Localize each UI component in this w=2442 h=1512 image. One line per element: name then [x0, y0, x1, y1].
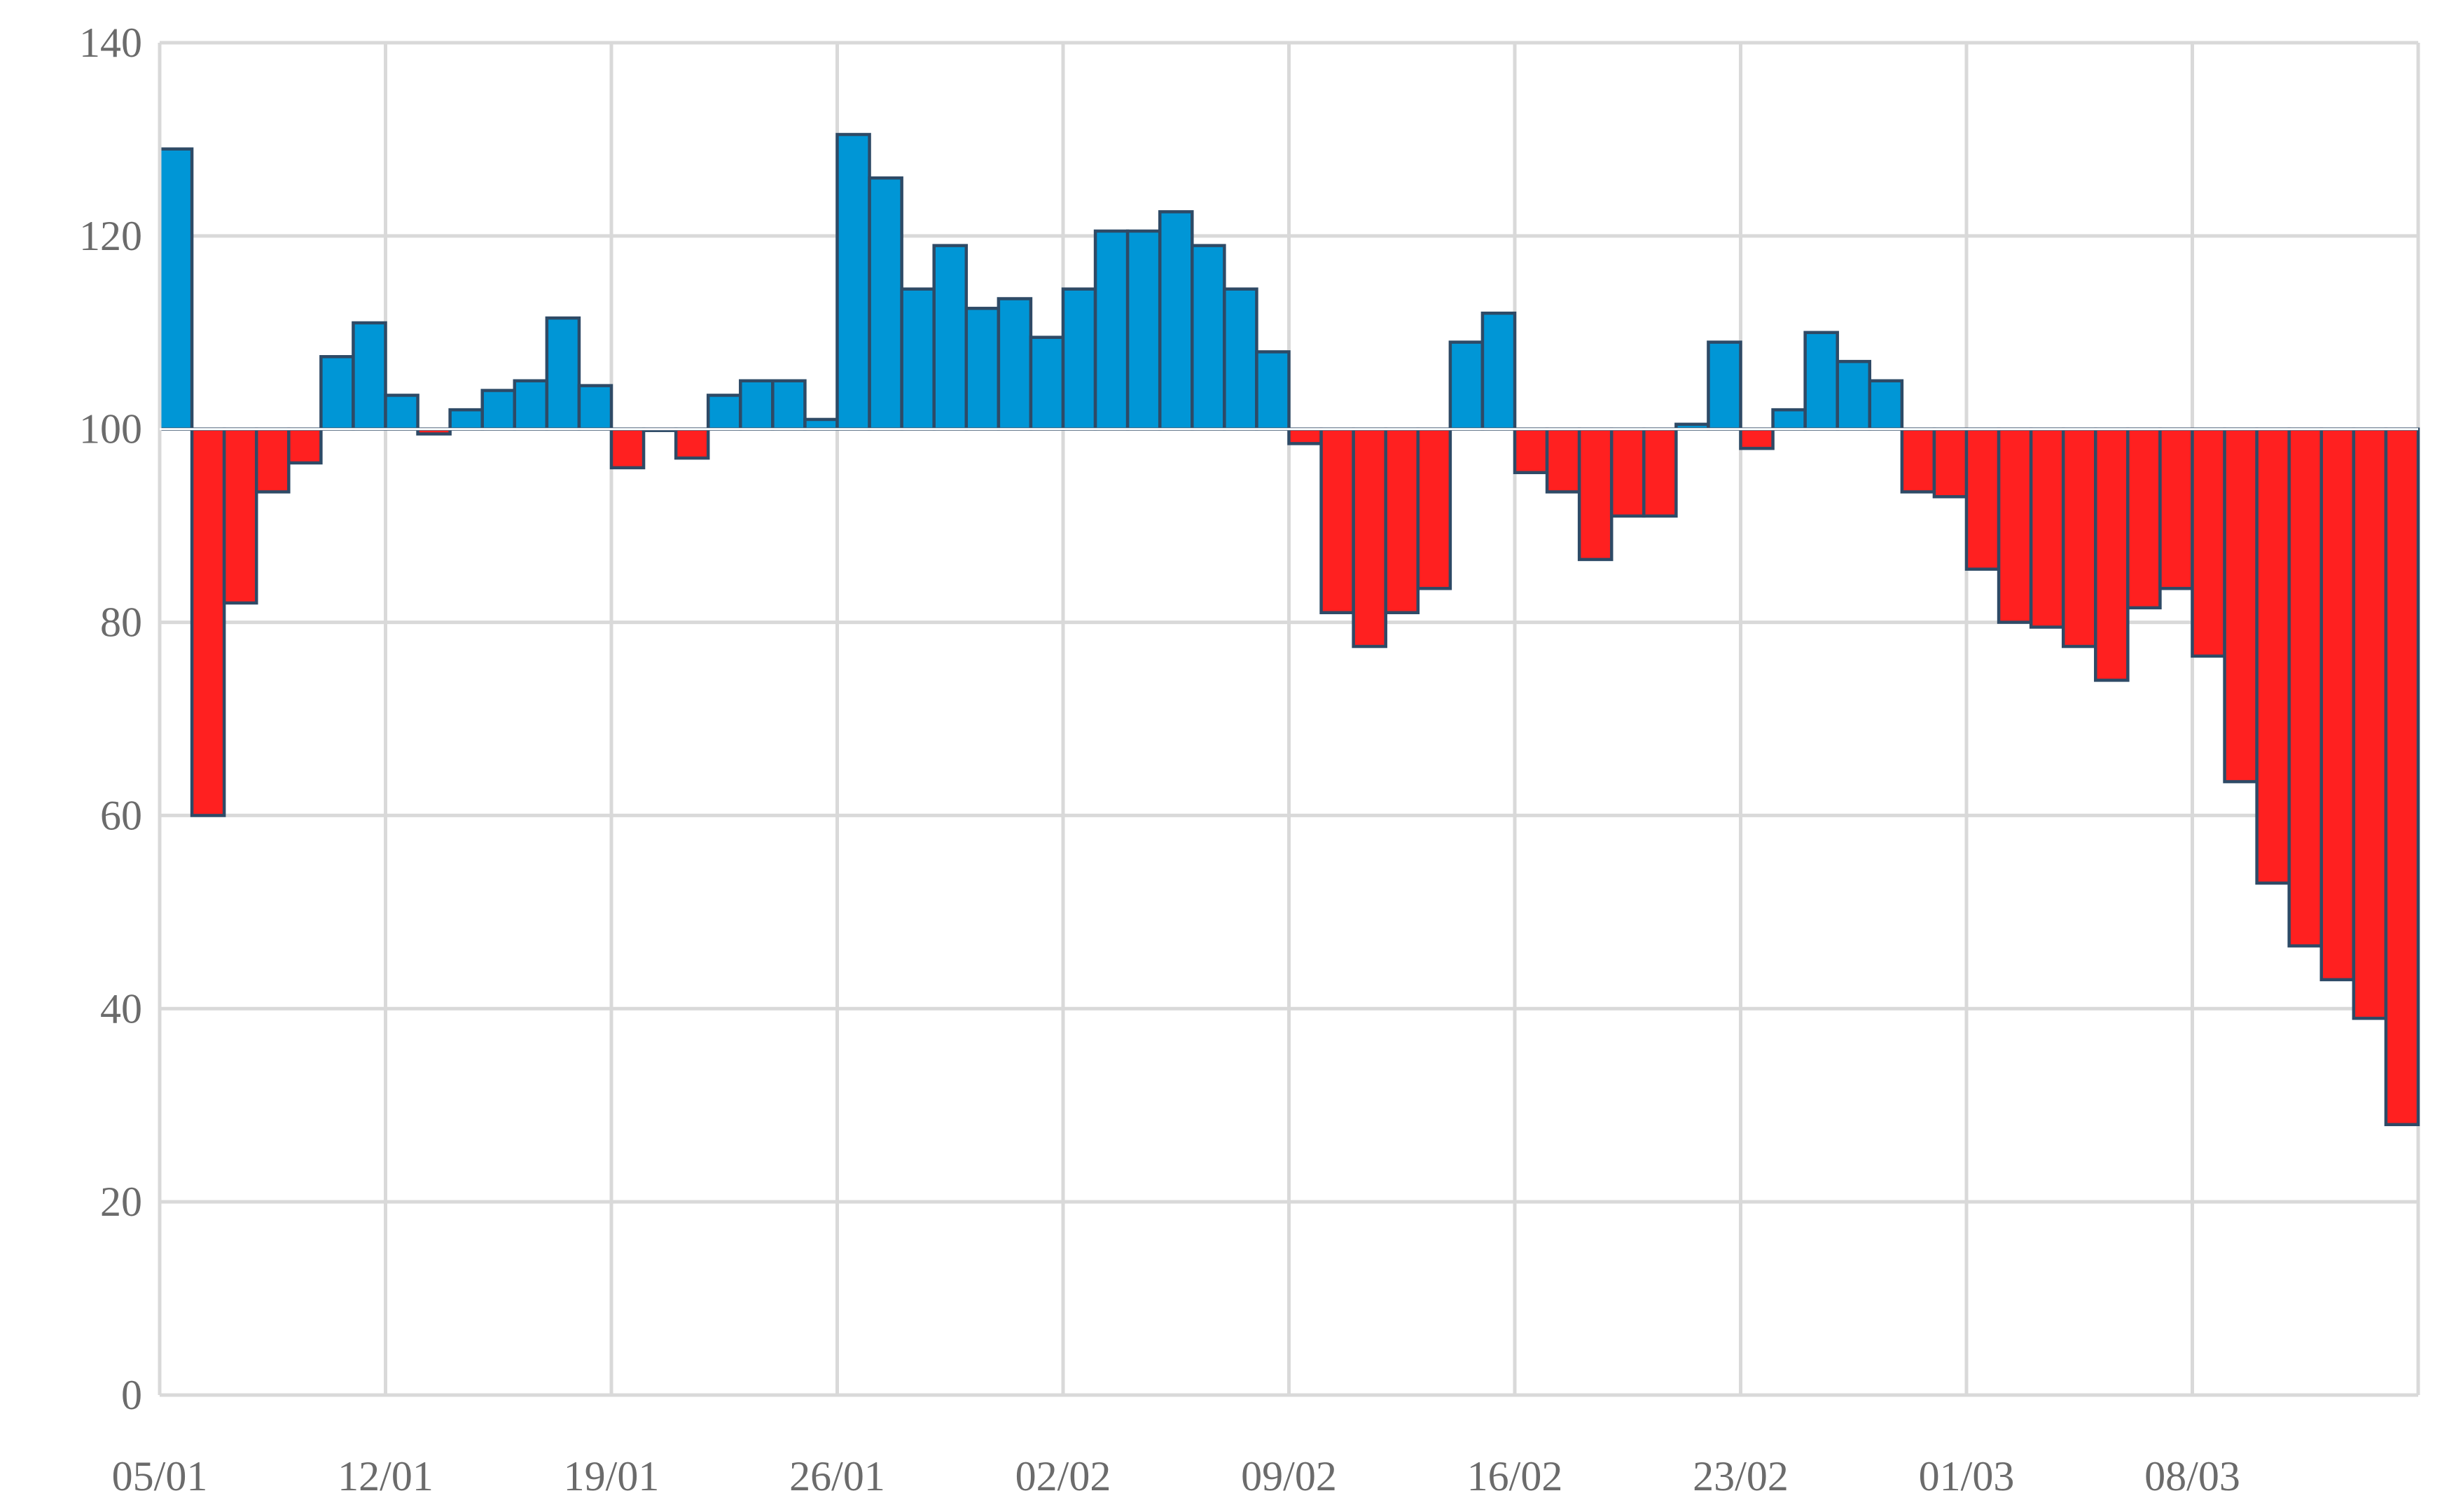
bar-18-02: [1577, 427, 1614, 562]
bar-10-03: [2255, 427, 2291, 885]
bar-28-02: [1900, 427, 1936, 494]
bar-07-01: [222, 427, 258, 605]
bar-12-02: [1384, 427, 1420, 615]
bar-07-02: [1223, 287, 1258, 431]
y-tick-label: 0: [121, 1372, 142, 1418]
bar-29-01: [932, 244, 969, 431]
bar-20-02: [1642, 427, 1678, 518]
bar-16-01: [513, 379, 549, 431]
bar-13-03: [2352, 427, 2388, 1020]
x-tick-label: 26/01: [789, 1453, 885, 1499]
bar-17-01: [545, 316, 581, 431]
bar-27-02: [1868, 379, 1904, 431]
bar-18-01: [577, 384, 613, 431]
y-tick-label: 60: [100, 792, 142, 838]
bar-19-01: [609, 427, 646, 470]
bar-03-02: [1093, 229, 1130, 431]
bar-16-02: [1513, 427, 1549, 475]
bar-08-03: [2191, 427, 2226, 658]
x-tick-label: 05/01: [112, 1453, 208, 1499]
bar-23-02: [1739, 427, 1775, 450]
x-tick-label: 02/02: [1015, 1453, 1111, 1499]
bar-06-03: [2126, 427, 2162, 610]
x-tick-label: 16/02: [1467, 1453, 1563, 1499]
y-tick-label: 40: [100, 985, 142, 1032]
bar-08-01: [254, 427, 291, 494]
x-tick-label: 19/01: [564, 1453, 660, 1499]
bar-10-01: [319, 355, 355, 431]
bar-07-03: [2158, 427, 2194, 590]
bar-09-03: [2223, 427, 2259, 784]
bar-05-03: [2094, 427, 2130, 682]
x-tick-label: 12/01: [338, 1453, 433, 1499]
bar-05-02: [1158, 210, 1194, 431]
bar-29-02: [1932, 427, 1969, 499]
x-tick-label: 23/02: [1693, 1453, 1789, 1499]
bar-06-01: [190, 427, 226, 817]
x-tick-label: 08/03: [2144, 1453, 2240, 1499]
y-tick-label: 80: [100, 599, 142, 646]
bar-04-02: [1125, 229, 1162, 431]
y-tick-label: 120: [79, 213, 142, 259]
bar-13-02: [1416, 427, 1452, 590]
bar-27-01: [868, 176, 903, 431]
bar-06-02: [1191, 244, 1226, 431]
bar-09-02: [1287, 427, 1323, 445]
bar-14-03: [2384, 427, 2420, 1127]
bar-11-01: [352, 321, 387, 431]
bar-02-02: [1061, 287, 1097, 431]
bar-26-01: [835, 132, 871, 431]
y-tick-label: 20: [100, 1179, 142, 1225]
x-axis-tick-labels: 05/01 12/01 19/01 26/01 02/02 09/02 16/02 23/02…: [112, 1453, 2240, 1499]
y-tick-label: 100: [79, 406, 142, 452]
bar-04-03: [2061, 427, 2097, 649]
bar-22-02: [1707, 340, 1742, 431]
bar-17-02: [1545, 427, 1581, 494]
bar-30-01: [964, 307, 1001, 431]
bar-10-02: [1319, 427, 1355, 615]
bar-14-01: [448, 408, 484, 431]
bar-24-02: [1771, 408, 1807, 431]
bar-23-01: [739, 379, 775, 431]
bar-26-02: [1836, 359, 1872, 431]
y-axis-tick-labels: 0 20 40 60 80 100 120 140: [79, 20, 142, 1418]
bar-09-01: [287, 427, 323, 465]
bar-21-01: [674, 427, 710, 460]
bar-01-02: [1029, 335, 1065, 431]
bar-11-03: [2287, 427, 2324, 948]
bar-15-01: [480, 389, 517, 431]
bar-25-02: [1803, 331, 1839, 431]
bar-05-01: [158, 147, 194, 431]
axes: [158, 43, 2418, 1397]
bar-31-01: [997, 297, 1033, 431]
bar-11-02: [1352, 427, 1387, 649]
grid-lines: [158, 41, 2420, 1395]
bar-03-03: [2029, 427, 2065, 629]
y-tick-label: 140: [79, 20, 142, 66]
bar-28-01: [900, 287, 936, 431]
bar-02-03: [1997, 427, 2033, 624]
x-tick-label: 09/02: [1241, 1453, 1337, 1499]
bar-12-01: [384, 394, 419, 431]
bar-25-01: [803, 417, 839, 431]
bar-01-03: [1964, 427, 2001, 571]
bar-15-02: [1480, 311, 1517, 431]
bar-22-01: [706, 394, 742, 431]
bar-12-03: [2319, 427, 2356, 982]
bar-19-02: [1609, 427, 1646, 518]
x-tick-label: 01/03: [1919, 1453, 2015, 1499]
bar-14-02: [1448, 340, 1485, 431]
bar-24-01: [771, 379, 807, 431]
bar-08-02: [1255, 350, 1291, 431]
